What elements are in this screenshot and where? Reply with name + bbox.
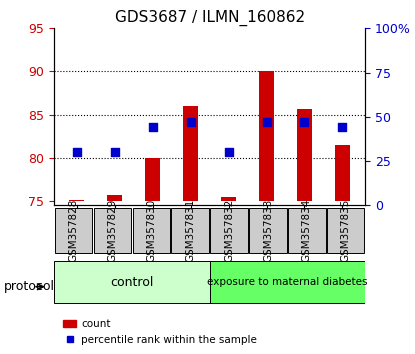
Point	[111, 149, 118, 155]
FancyBboxPatch shape	[210, 261, 365, 303]
Text: control: control	[110, 276, 154, 289]
Text: GSM357833: GSM357833	[263, 198, 273, 262]
Point	[225, 149, 232, 155]
FancyBboxPatch shape	[249, 208, 287, 253]
Point	[339, 125, 346, 130]
Point	[149, 125, 156, 130]
FancyBboxPatch shape	[327, 208, 364, 253]
Text: GSM357831: GSM357831	[185, 198, 195, 262]
Point	[73, 149, 80, 155]
Point	[187, 119, 194, 125]
Bar	[221, 197, 236, 201]
Text: GSM357832: GSM357832	[224, 198, 234, 262]
Point	[301, 119, 308, 125]
Bar	[183, 106, 198, 201]
Point	[263, 119, 270, 125]
FancyBboxPatch shape	[55, 208, 92, 253]
FancyBboxPatch shape	[171, 208, 209, 253]
Bar	[69, 200, 84, 201]
FancyBboxPatch shape	[288, 208, 325, 253]
Text: GSM357834: GSM357834	[302, 198, 312, 262]
Bar	[107, 195, 122, 201]
FancyBboxPatch shape	[94, 208, 131, 253]
Text: GSM357835: GSM357835	[341, 198, 351, 262]
Bar	[297, 109, 312, 201]
Bar	[145, 158, 160, 201]
Text: GSM357829: GSM357829	[107, 198, 117, 262]
Text: GSM357828: GSM357828	[68, 198, 78, 262]
FancyBboxPatch shape	[54, 261, 210, 303]
Text: protocol: protocol	[4, 280, 55, 293]
Bar	[259, 72, 274, 201]
Bar	[335, 145, 350, 201]
FancyBboxPatch shape	[132, 208, 170, 253]
FancyBboxPatch shape	[210, 208, 248, 253]
Text: exposure to maternal diabetes: exposure to maternal diabetes	[207, 277, 368, 287]
Title: GDS3687 / ILMN_160862: GDS3687 / ILMN_160862	[115, 9, 305, 25]
Text: GSM357830: GSM357830	[146, 199, 156, 262]
Legend: count, percentile rank within the sample: count, percentile rank within the sample	[59, 315, 261, 349]
